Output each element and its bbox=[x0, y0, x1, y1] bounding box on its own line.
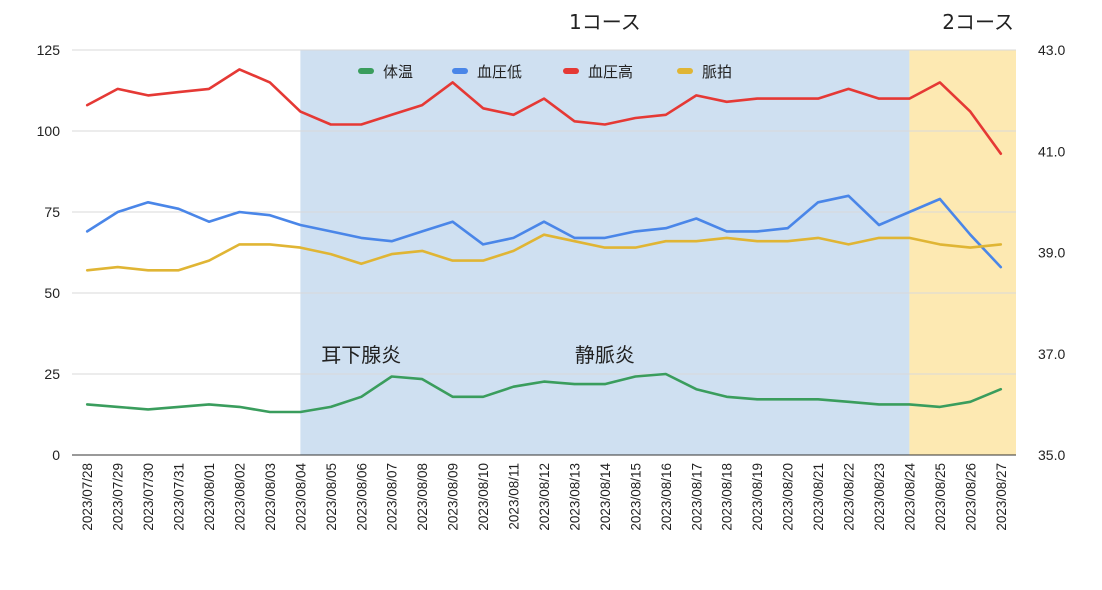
x-tick-label: 2023/08/03 bbox=[263, 463, 278, 531]
x-tick-label: 2023/08/06 bbox=[354, 463, 369, 531]
x-tick-label: 2023/08/20 bbox=[781, 463, 796, 531]
x-tick-label: 2023/08/04 bbox=[293, 463, 308, 531]
x-tick-label: 2023/08/17 bbox=[689, 463, 704, 531]
x-tick-label: 2023/08/02 bbox=[232, 463, 247, 531]
legend-swatch-4 bbox=[677, 68, 693, 74]
x-tick-label: 2023/07/28 bbox=[80, 463, 95, 531]
x-tick-label: 2023/08/23 bbox=[872, 463, 887, 531]
x-tick-label: 2023/08/16 bbox=[659, 463, 674, 531]
x-tick-label: 2023/08/09 bbox=[446, 463, 461, 531]
annotation-1: 耳下腺炎 bbox=[321, 343, 401, 367]
x-tick-label: 2023/08/18 bbox=[720, 463, 735, 531]
x-tick-label: 2023/08/01 bbox=[202, 463, 217, 531]
y-right-tick-label: 35.0 bbox=[1038, 447, 1065, 463]
band-2 bbox=[909, 50, 1016, 455]
x-tick-label: 2023/08/21 bbox=[811, 463, 826, 531]
x-tick-label: 2023/08/11 bbox=[507, 463, 522, 530]
y-left-tick-label: 75 bbox=[44, 204, 60, 220]
series-line-1 bbox=[85, 372, 1003, 414]
legend-swatch-2 bbox=[452, 68, 468, 74]
y-right-tick-label: 43.0 bbox=[1038, 42, 1065, 58]
x-tick-label: 2023/08/12 bbox=[537, 463, 552, 531]
y-right-tick-label: 37.0 bbox=[1038, 346, 1065, 362]
x-tick-label: 2023/08/14 bbox=[598, 463, 613, 531]
x-tick-label: 2023/08/25 bbox=[933, 463, 948, 531]
annotation-2: 静脈炎 bbox=[575, 343, 635, 367]
x-tick-label: 2023/08/08 bbox=[415, 463, 430, 531]
x-tick-label: 2023/08/07 bbox=[385, 463, 400, 531]
x-tick-label: 2023/07/30 bbox=[141, 463, 156, 531]
band-label-1: 1コース bbox=[569, 10, 641, 34]
y-left-tick-label: 25 bbox=[44, 366, 60, 382]
x-tick-label: 2023/07/31 bbox=[172, 463, 187, 531]
x-tick-label: 2023/08/13 bbox=[567, 463, 582, 531]
x-tick-label: 2023/08/05 bbox=[324, 463, 339, 531]
y-left-tick-label: 0 bbox=[52, 447, 60, 463]
x-tick-label: 2023/07/29 bbox=[111, 463, 126, 531]
series-line-3 bbox=[85, 68, 1003, 155]
legend-label-2: 血圧低 bbox=[477, 63, 522, 81]
band-label-2: 2コース bbox=[942, 10, 1014, 34]
series-line-2 bbox=[85, 194, 1003, 269]
y-left-tick-label: 100 bbox=[37, 123, 61, 139]
legend-swatch-1 bbox=[358, 68, 374, 74]
legend-swatch-3 bbox=[563, 68, 579, 74]
y-right-tick-label: 41.0 bbox=[1038, 143, 1065, 159]
legend-label-1: 体温 bbox=[383, 63, 413, 81]
x-tick-label: 2023/08/27 bbox=[994, 463, 1009, 531]
x-tick-label: 2023/08/15 bbox=[628, 463, 643, 531]
x-tick-label: 2023/08/22 bbox=[842, 463, 857, 531]
series-line-4 bbox=[85, 233, 1003, 272]
x-tick-label: 2023/08/10 bbox=[476, 463, 491, 531]
band-1 bbox=[300, 50, 910, 455]
y-right-tick-label: 39.0 bbox=[1038, 245, 1065, 261]
x-tick-label: 2023/08/26 bbox=[963, 463, 978, 531]
legend-label-3: 血圧高 bbox=[588, 63, 633, 81]
x-tick-label: 2023/08/24 bbox=[902, 463, 917, 531]
legend-label-4: 脈拍 bbox=[702, 63, 732, 81]
y-left-tick-label: 125 bbox=[37, 42, 61, 58]
y-left-tick-label: 50 bbox=[44, 285, 60, 301]
x-tick-label: 2023/08/19 bbox=[750, 463, 765, 531]
